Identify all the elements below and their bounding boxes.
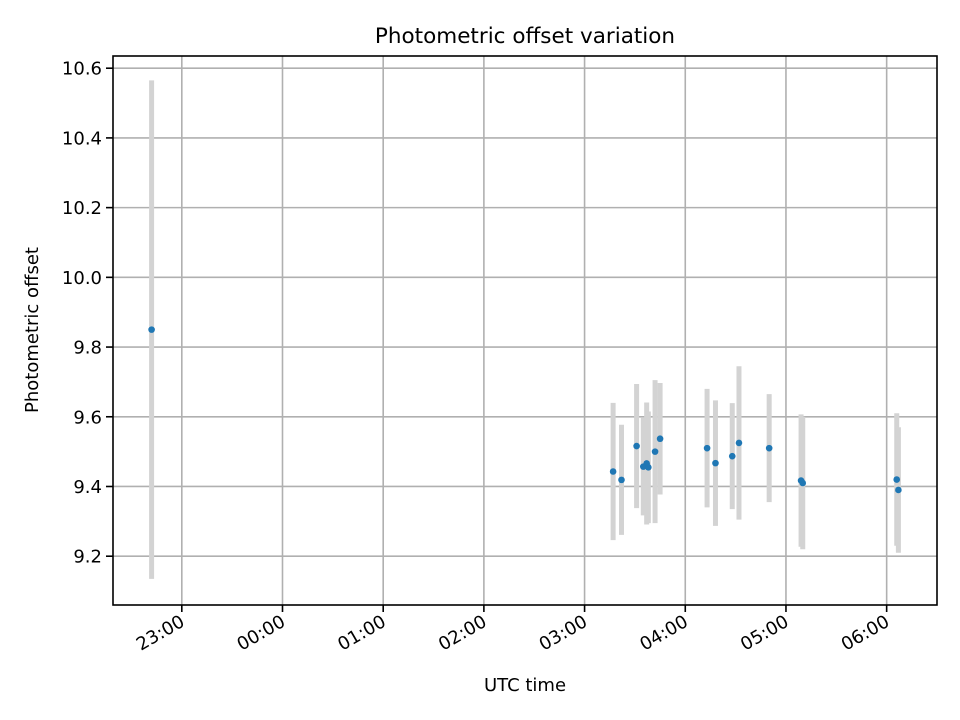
- data-point: [651, 448, 659, 455]
- x-axis-title: UTC time: [484, 675, 566, 696]
- data-point: [703, 444, 711, 452]
- x-tick-label: 05:00: [737, 611, 792, 655]
- plot-frame: [112, 55, 938, 606]
- y-tick-label: 9.4: [73, 477, 102, 498]
- y-tick-label: 10.4: [62, 128, 102, 149]
- x-tick-label: 00:00: [234, 611, 289, 655]
- data-point: [799, 479, 807, 487]
- data-point: [765, 444, 773, 452]
- data-point: [728, 452, 736, 460]
- x-tick-label: 01:00: [334, 611, 389, 655]
- y-tick-label: 9.8: [73, 338, 102, 359]
- data-point: [645, 464, 652, 471]
- x-tick-label: 03:00: [536, 611, 591, 655]
- data-point: [712, 459, 719, 467]
- x-tick-label: 04:00: [636, 611, 691, 655]
- data-point: [656, 435, 664, 443]
- y-tick-label: 10.0: [62, 268, 102, 289]
- x-tick-label: 06:00: [838, 611, 893, 655]
- data-point: [148, 326, 155, 333]
- data-point: [735, 439, 743, 447]
- y-tick-label: 10.6: [62, 59, 102, 80]
- data-point: [633, 442, 640, 450]
- y-tick-label: 9.2: [73, 547, 102, 568]
- data-point: [895, 486, 902, 494]
- grid: [113, 56, 937, 605]
- y-axis-title: Photometric offset: [22, 247, 43, 413]
- x-tick-label: 02:00: [435, 611, 490, 655]
- y-tick-label: 10.2: [62, 198, 102, 219]
- x-tick-label: 23:00: [133, 611, 188, 655]
- data-point: [609, 468, 617, 475]
- data-point: [893, 476, 901, 483]
- chart-title: Photometric offset variation: [375, 24, 675, 49]
- y-tick-label: 9.6: [73, 407, 102, 428]
- data-points: [148, 326, 902, 494]
- data-point: [618, 476, 625, 484]
- axis-ticks: 23:00 00:00 01:00 02:00 03:00 04:00 05:00 06:00…: [62, 59, 893, 656]
